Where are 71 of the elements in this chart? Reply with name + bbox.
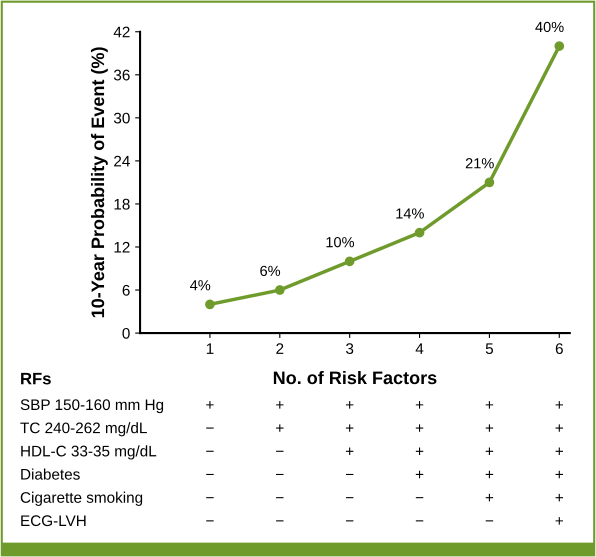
text: SBP 150-160 mm Hg: [20, 399, 164, 414]
text: −: [206, 428, 214, 429]
point: [554, 41, 564, 51]
text: +: [416, 424, 424, 432]
text: +: [556, 424, 563, 432]
x-tick-label: 2: [276, 343, 284, 354]
text: +: [346, 401, 354, 409]
text: TC 240-262 mg/dL: [20, 422, 147, 436]
y-axis-title: 10-Year Probability of Event (%): [90, 47, 108, 318]
x-tick-label: 3: [346, 343, 354, 354]
text: −: [416, 497, 424, 498]
text: +: [556, 517, 563, 525]
data-label: 14%: [396, 208, 424, 219]
y-tick-label: 12: [114, 242, 130, 253]
text: −: [276, 497, 284, 498]
y-tick-label: 42: [114, 26, 130, 38]
y-tick-label: 6: [122, 284, 130, 296]
text: +: [486, 424, 494, 432]
text: RFs: [21, 372, 51, 384]
text: −: [346, 474, 354, 476]
text: +: [276, 424, 284, 432]
text: HDL-C 33-35 mg/dL: [21, 445, 156, 460]
y-tick-label: 24: [114, 156, 130, 166]
text: −: [486, 520, 494, 522]
y-tick-label: 30: [114, 112, 130, 124]
text: +: [486, 448, 494, 456]
text: +: [486, 470, 494, 478]
text: +: [556, 401, 563, 409]
data-label: 21%: [466, 158, 494, 168]
text: +: [556, 448, 563, 456]
point: [414, 228, 424, 238]
data-label: 6%: [260, 266, 280, 276]
text: −: [276, 450, 284, 452]
point: [274, 285, 285, 295]
text: +: [486, 401, 494, 409]
text: +: [416, 401, 424, 409]
x-tick-label: 5: [486, 343, 494, 354]
x-tick-label: 4: [416, 343, 424, 354]
text: −: [206, 474, 214, 476]
text: −: [276, 474, 284, 476]
x-axis-title: No. of Risk Factors: [274, 370, 436, 384]
text: +: [416, 448, 424, 456]
y-tick-label: 18: [114, 198, 130, 210]
data-label: 4%: [190, 280, 210, 290]
y-tick-label: 36: [114, 70, 130, 80]
text: −: [346, 520, 354, 522]
text: Cigarette smoking: [20, 492, 142, 506]
text: Diabetes: [21, 468, 80, 480]
x-tick-label: 6: [556, 343, 563, 354]
text: +: [206, 401, 214, 409]
text: +: [346, 424, 354, 432]
text: +: [486, 494, 494, 502]
text: −: [206, 520, 214, 522]
text: −: [416, 520, 424, 522]
x-tick-label: 1: [206, 343, 214, 354]
point: [205, 300, 215, 310]
text: +: [276, 401, 284, 409]
data-label: 10%: [326, 237, 354, 248]
text: +: [556, 494, 563, 502]
text: +: [416, 470, 424, 478]
text: −: [206, 497, 214, 498]
text: −: [276, 520, 284, 522]
text: ECG-LVH: [21, 515, 86, 526]
point: [344, 256, 355, 266]
text: +: [346, 448, 354, 456]
data-label: 40%: [535, 22, 564, 32]
point: [484, 178, 494, 188]
y-tick-label: 0: [122, 328, 130, 339]
text: −: [206, 450, 214, 452]
text: −: [346, 497, 354, 498]
text: +: [556, 470, 563, 478]
